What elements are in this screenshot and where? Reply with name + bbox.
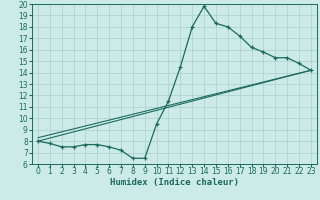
- X-axis label: Humidex (Indice chaleur): Humidex (Indice chaleur): [110, 178, 239, 187]
